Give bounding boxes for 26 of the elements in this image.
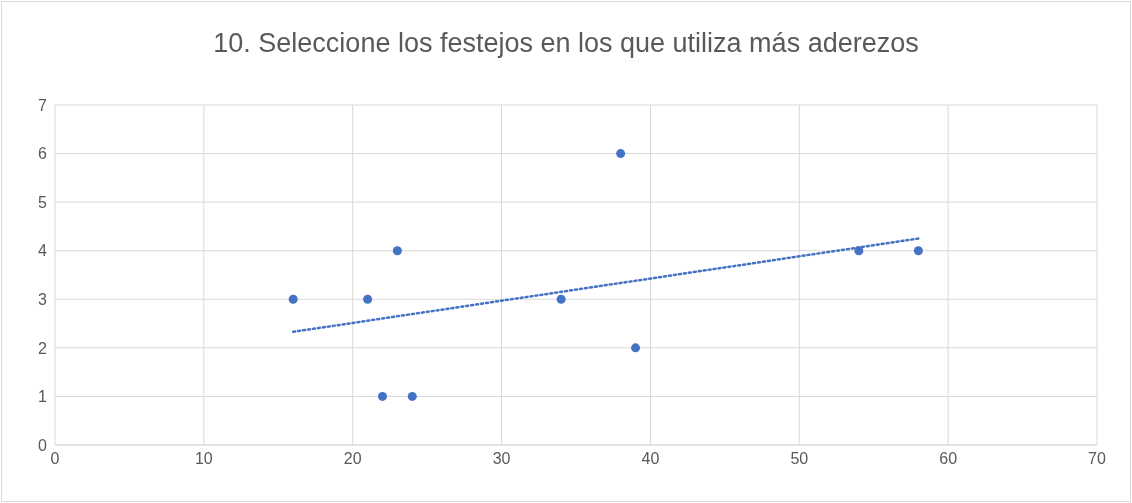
point bbox=[392, 246, 402, 256]
x-tick-label: 20 bbox=[343, 450, 362, 468]
point bbox=[556, 294, 566, 304]
y-tick-label: 0 bbox=[38, 436, 48, 454]
x-tick-label: 30 bbox=[492, 450, 511, 468]
x-tick-label: 40 bbox=[641, 450, 660, 468]
x-tick-label: 60 bbox=[939, 450, 958, 468]
point bbox=[377, 391, 387, 401]
point bbox=[407, 391, 417, 401]
x-tick-label: 0 bbox=[50, 450, 60, 468]
point bbox=[913, 246, 923, 256]
point bbox=[288, 294, 298, 304]
point bbox=[631, 343, 641, 353]
y-tick-label: 3 bbox=[38, 290, 48, 308]
x-tick-label: 70 bbox=[1088, 450, 1106, 468]
y-tick-label: 1 bbox=[38, 388, 48, 406]
y-tick-label: 6 bbox=[38, 145, 48, 163]
x-tick-label: 50 bbox=[790, 450, 809, 468]
y-tick-label: 7 bbox=[38, 96, 48, 114]
x-tick-label: 10 bbox=[194, 450, 213, 468]
y-tick-label: 4 bbox=[38, 242, 48, 260]
y-tick-label: 5 bbox=[38, 193, 48, 211]
y-tick-label: 2 bbox=[38, 339, 48, 357]
point bbox=[616, 149, 626, 159]
chart-title: 10. Seleccione los festejos en los que utiliza más aderezos bbox=[212, 28, 920, 59]
point bbox=[363, 294, 373, 304]
